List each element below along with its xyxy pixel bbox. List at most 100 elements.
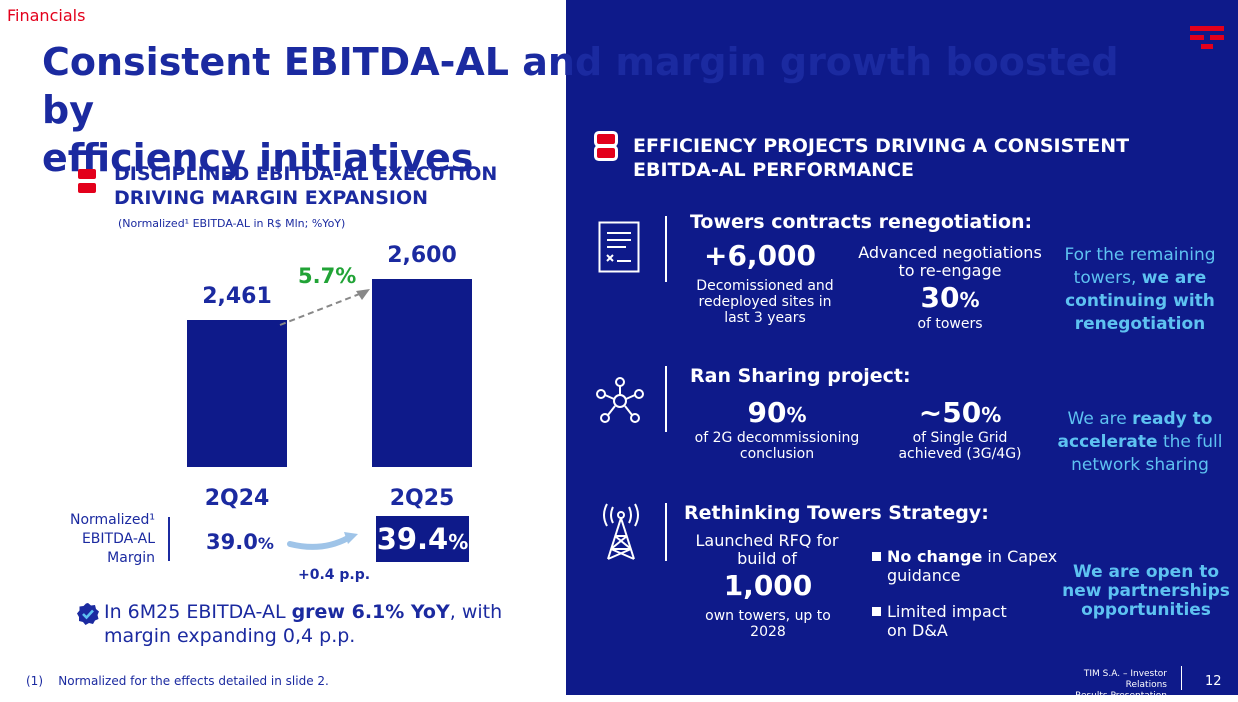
footer-text: TIM S.A. – Investor Relations Results Pr… (1040, 669, 1167, 702)
towers-stat1-desc: Decomissioned and redeployed sites in la… (680, 278, 850, 326)
ran-side-line2: accelerate the full (1050, 431, 1230, 454)
towers-stat2-pre: Advanced negotiations to re-engage (850, 244, 1050, 280)
right-heading-line2: EBITDA-AL PERFORMANCE (633, 159, 915, 181)
ran-stat2: ~50% (880, 396, 1040, 429)
ran-side-line1-bold: ready to (1132, 409, 1213, 429)
square-bullet-icon (872, 552, 881, 561)
category-label-2q25: 2Q25 (389, 486, 455, 511)
footer-doc: Results Presentation (1075, 691, 1167, 701)
ran-stat1-pct: % (786, 403, 807, 427)
note-suffix: , with margin expanding 0,4 p.p. (104, 601, 503, 647)
margin-label-line3: Margin (107, 550, 155, 566)
rethink-bullet2-line1: Limited impact (887, 602, 1007, 621)
section-label: Financials (7, 6, 86, 25)
bar-2q24 (187, 320, 287, 467)
right-section-heading: EFFICIENCY PROJECTS DRIVING A CONSISTENT… (633, 134, 1129, 182)
ran-side-line2-plain: the full (1157, 432, 1223, 452)
left-section-heading: DISCIPLINED EBITDA-AL EXECUTION DRIVING … (114, 162, 497, 210)
margin-2q24: 39.0% (206, 530, 274, 554)
ran-side-note: We are ready to accelerate the full netw… (1050, 408, 1230, 477)
separator (665, 366, 667, 432)
margin-2q24-pct: % (257, 534, 274, 553)
margin-2q25-pct: % (448, 530, 469, 554)
rethink-side-line2: new partnerships (1062, 581, 1230, 601)
page-number: 12 (1205, 674, 1222, 689)
rethink-bullet1-line2: guidance (887, 566, 961, 585)
rethink-bullet2-line2: on D&A (887, 621, 948, 640)
note-prefix: In 6M25 EBITDA-AL (104, 601, 292, 623)
tim-logo-icon (1190, 26, 1224, 49)
footnote-text: Normalized for the effects detailed in s… (58, 674, 329, 688)
towers-side-line2: towers, we are (1050, 267, 1230, 290)
ran-stat2-desc-line1: of Single Grid (912, 430, 1008, 446)
towers-side-note: For the remaining towers, we are continu… (1050, 244, 1230, 336)
towers-side-line3: continuing with (1065, 291, 1215, 311)
ran-stat1-value: 90 (747, 396, 787, 429)
check-badge-icon (77, 603, 99, 625)
ran-stat1: 90% (697, 396, 857, 429)
towers-stat1-desc-line2: redeployed sites in (698, 294, 832, 310)
rethink-rfq-value: 1,000 (723, 569, 813, 602)
page-title: Consistent EBITDA-AL and margin growth b… (42, 38, 1142, 182)
right-heading-line1: EFFICIENCY PROJECTS DRIVING A CONSISTENT (633, 135, 1130, 157)
category-label-2q24: 2Q24 (204, 486, 270, 511)
ran-stat1-desc-line2: conclusion (739, 446, 815, 462)
bar-2q25 (372, 279, 472, 467)
ran-side-line3: network sharing (1071, 455, 1209, 475)
rethink-side-line1: We are open to (1072, 562, 1220, 582)
ran-stat2-desc-line2: achieved (3G/4G) (898, 446, 1022, 462)
rethink-rfq-desc-line1: own towers, up to (705, 608, 831, 624)
separator (665, 216, 667, 282)
growth-arrow (279, 289, 370, 326)
footer-company: TIM S.A. – Investor Relations (1083, 669, 1167, 690)
document-icon (598, 221, 640, 273)
margin-label: Normalized¹ EBITDA-AL Margin (50, 511, 155, 568)
left-heading-line1: DISCIPLINED EBITDA-AL EXECUTION (114, 163, 498, 185)
towers-title: Towers contracts renegotiation: (690, 211, 1033, 233)
ran-stat2-value: ~50 (918, 396, 982, 429)
ran-stat2-pct: % (981, 403, 1002, 427)
rethink-bullet-1: No change in Capex guidance (872, 547, 1057, 585)
square-bullet-icon (872, 607, 881, 616)
towers-stat2-desc: of towers (917, 316, 983, 332)
rethink-rfq-desc: own towers, up to 2028 (683, 608, 853, 640)
towers-stat2-pre-line1: Advanced negotiations (858, 243, 1042, 262)
towers-stat2-pct: % (959, 288, 980, 312)
rethink-rfq-line2: build of (737, 549, 797, 568)
chart-subtitle: (Normalized¹ EBITDA-AL in R$ Mln; %YoY) (118, 217, 346, 230)
margin-2q25-value: 39.4 (376, 522, 449, 556)
ran-title: Ran Sharing project: (690, 365, 911, 387)
curved-arrow-icon (287, 532, 358, 550)
towers-stat2-pre-line2: to re-engage (898, 261, 1002, 280)
towers-stat1-desc-line3: last 3 years (724, 310, 806, 326)
rethink-rfq-pre: Launched RFQ for build of (680, 532, 854, 568)
summary-note: In 6M25 EBITDA-AL grew 6.1% YoY, with ma… (104, 600, 544, 648)
rethink-side-line3: opportunities (1081, 600, 1211, 620)
margin-2q24-value: 39.0 (206, 530, 258, 554)
towers-stat1-value: +6,000 (703, 239, 817, 272)
margin-divider (168, 517, 170, 561)
towers-stat2-value: 30 (920, 281, 960, 314)
rethink-title: Rethinking Towers Strategy: (684, 502, 989, 524)
left-heading-line2: DRIVING MARGIN EXPANSION (114, 187, 429, 209)
towers-stat1-desc-line1: Decomissioned and (696, 278, 834, 294)
page-title-line1: Consistent EBITDA-AL and margin growth b… (42, 40, 1119, 132)
margin-change: +0.4 p.p. (298, 567, 371, 583)
footer-divider (1181, 666, 1182, 690)
network-hub-icon (596, 377, 644, 423)
bar-value-2q25: 2,600 (387, 243, 457, 268)
rethink-bullet1-bold: No change (887, 547, 983, 566)
tower-antenna-icon (603, 503, 639, 560)
red-bullet-icon (78, 169, 96, 195)
rethink-bullet1-rest: in Capex (982, 547, 1058, 566)
towers-side-line2-bold: we are (1141, 268, 1207, 288)
towers-stat2: 30% (870, 281, 1030, 314)
footnote: (1) Normalized for the effects detailed … (26, 674, 329, 688)
ran-stat2-desc: of Single Grid achieved (3G/4G) (880, 430, 1040, 462)
towers-side-line2-plain: towers, (1073, 268, 1142, 288)
margin-label-line1: Normalized¹ (69, 512, 155, 528)
ran-stat1-desc: of 2G decommissioning conclusion (687, 430, 867, 462)
ran-side-line2-bold: accelerate (1057, 432, 1158, 452)
towers-side-line4: renegotiation (1074, 314, 1206, 334)
ran-stat1-desc-line1: of 2G decommissioning (694, 430, 860, 446)
